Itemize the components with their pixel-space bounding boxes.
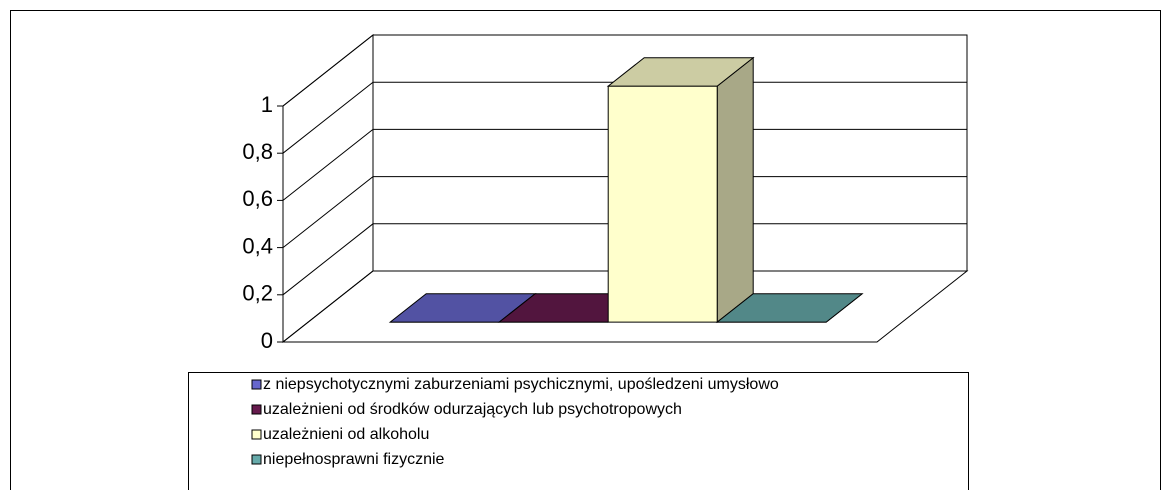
y-tick-label: 0,2: [242, 281, 273, 306]
legend-swatch: [251, 379, 262, 390]
grid-line: [282, 270, 967, 343]
y-tick-label: 0,8: [242, 139, 273, 164]
y-tick-label: 0: [261, 328, 273, 353]
grid-line: [282, 176, 967, 248]
grid-line: [282, 34, 967, 107]
bar-side: [716, 56, 754, 324]
bar-top: [606, 57, 755, 87]
legend-box: [188, 372, 969, 490]
bar-top: [715, 293, 864, 323]
y-tick-label: 1: [261, 92, 273, 117]
bar-front: [607, 85, 718, 323]
grid-line: [282, 223, 967, 296]
legend-label: uzależnieni od środków odurzających lub …: [263, 401, 682, 418]
legend-swatch: [251, 429, 262, 440]
y-tick-label: 0,6: [242, 186, 273, 211]
legend-label: z niepsychotycznymi zaburzeniami psychic…: [263, 376, 779, 393]
legend-swatch: [251, 404, 262, 415]
grid-line: [282, 81, 967, 154]
legend-label: niepełnosprawni fizycznie: [263, 451, 445, 468]
legend-swatch: [251, 454, 262, 465]
y-tick-label: 0,4: [242, 233, 273, 258]
grid-line: [282, 128, 967, 201]
legend-label: uzależnieni od alkoholu: [263, 426, 429, 443]
